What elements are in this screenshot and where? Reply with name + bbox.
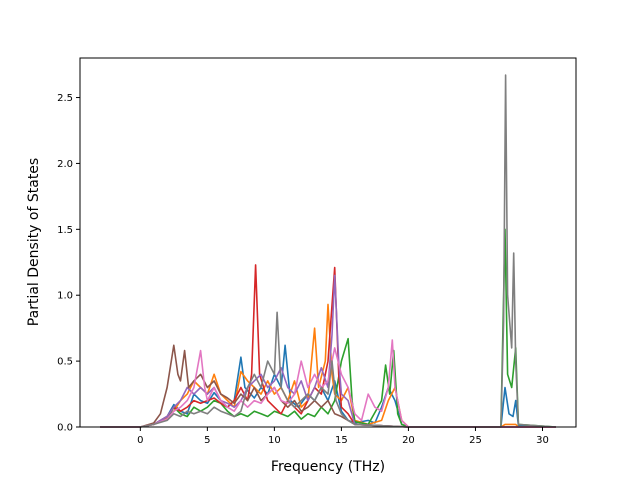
plot-area bbox=[100, 74, 556, 428]
y-axis-label: Partial Density of States bbox=[26, 158, 42, 326]
x-tick-label: 15 bbox=[335, 435, 348, 446]
x-axis: 0 5 10 15 20 25 30 bbox=[137, 427, 549, 446]
y-tick-label: 1.5 bbox=[57, 225, 73, 236]
y-tick-label: 1.0 bbox=[57, 291, 73, 302]
x-tick-label: 10 bbox=[268, 435, 281, 446]
x-tick-label: 30 bbox=[536, 435, 549, 446]
y-tick-label: 2.5 bbox=[57, 93, 73, 104]
y-tick-label: 0.5 bbox=[57, 357, 73, 368]
y-tick-label: 2.0 bbox=[57, 159, 73, 170]
pdos-series-line-5 bbox=[100, 274, 556, 428]
x-axis-label: Frequency (THz) bbox=[271, 459, 385, 475]
x-tick-label: 0 bbox=[137, 435, 143, 446]
y-tick-label: 0.0 bbox=[57, 423, 73, 434]
pdos-series-line-2 bbox=[100, 303, 556, 428]
pdos-series-line-8 bbox=[100, 74, 556, 428]
pdos-series-line-3 bbox=[100, 228, 556, 428]
x-tick-label: 20 bbox=[402, 435, 415, 446]
pdos-series-line-7 bbox=[100, 339, 556, 428]
x-tick-label: 25 bbox=[469, 435, 482, 446]
y-axis: 0.0 0.5 1.0 1.5 2.0 2.5 bbox=[57, 93, 80, 434]
x-tick-label: 5 bbox=[204, 435, 210, 446]
axes-frame bbox=[79, 57, 577, 428]
pdos-series-line-6 bbox=[100, 344, 556, 428]
